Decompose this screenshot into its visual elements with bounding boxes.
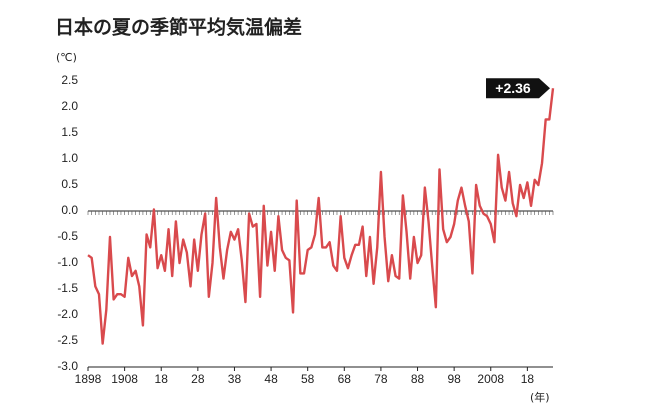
y-tick-label: -1.5 <box>57 281 78 295</box>
y-tick-label: 0.0 <box>61 203 78 217</box>
x-tick-label: 28 <box>191 372 205 386</box>
y-tick-label: 0.5 <box>61 177 78 191</box>
x-tick-label: 88 <box>411 372 425 386</box>
x-tick-label: 1898 <box>75 372 102 386</box>
y-tick-label: 2.0 <box>61 99 78 113</box>
y-unit: (℃) <box>56 51 77 64</box>
y-tick-label: -1.0 <box>57 255 78 269</box>
x-tick-label: 18 <box>155 372 169 386</box>
x-tick-label: 48 <box>264 372 278 386</box>
y-tick-label: -2.5 <box>57 333 78 347</box>
annotation-box <box>486 78 550 99</box>
data-line <box>87 88 555 345</box>
x-tick-label: 78 <box>374 372 388 386</box>
y-tick-label: 2.5 <box>61 73 78 87</box>
x-tick-label: 1908 <box>111 372 138 386</box>
y-tick-label: -3.0 <box>57 359 78 373</box>
x-tick-label: 68 <box>338 372 352 386</box>
x-tick-label: 98 <box>447 372 461 386</box>
x-tick-label: 2008 <box>477 372 504 386</box>
chart-title: 日本の夏の季節平均気温偏差 <box>55 16 302 39</box>
y-tick-label: 1.0 <box>61 151 78 165</box>
y-tick-label: -0.5 <box>57 229 78 243</box>
x-tick-label: 18 <box>521 372 535 386</box>
x-tick-label: 58 <box>301 372 315 386</box>
annotation-label: +2.36 <box>495 80 531 96</box>
y-tick-label: 1.5 <box>61 125 78 139</box>
x-unit: (年) <box>530 390 550 404</box>
y-tick-label: -2.0 <box>57 307 78 321</box>
x-tick-label: 38 <box>228 372 242 386</box>
